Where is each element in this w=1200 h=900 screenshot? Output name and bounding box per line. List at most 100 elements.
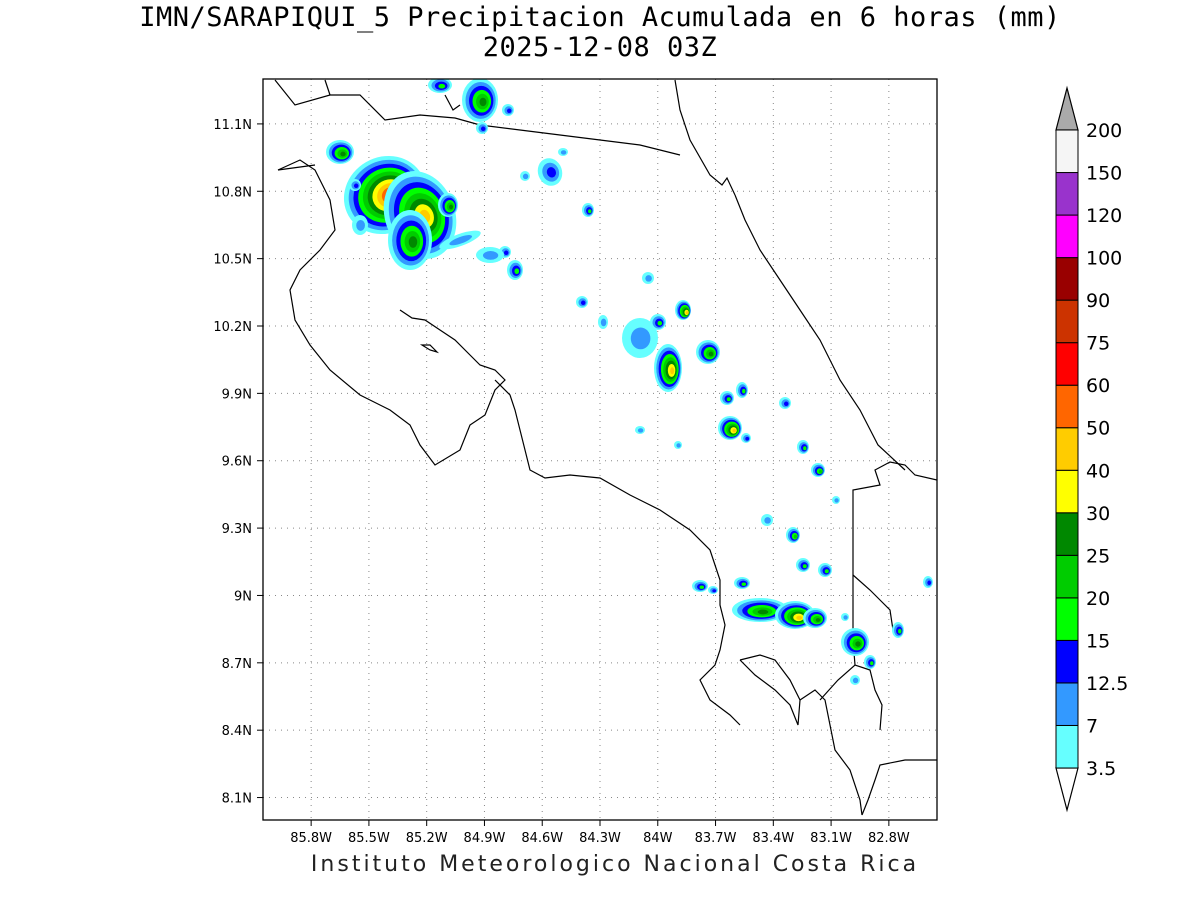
map-grid xyxy=(263,79,937,820)
precip-contour-level xyxy=(588,209,592,214)
colorbar-level-label: 100 xyxy=(1086,248,1122,270)
precip-contour-level xyxy=(803,446,807,451)
precip-contour-level xyxy=(855,641,861,647)
precip-contour-level xyxy=(340,151,346,157)
lon-tick-label: 84.9W xyxy=(464,831,506,846)
colorbar-segment xyxy=(1055,682,1079,726)
lat-tick-label: 8.7N xyxy=(222,657,252,672)
precip-contour-level xyxy=(685,311,689,315)
precip-contour-level xyxy=(479,97,487,107)
precip-contour-level xyxy=(630,327,651,350)
precip-contour-level xyxy=(726,397,731,402)
footer-credit: Instituto Meteorologico Nacional Costa R… xyxy=(310,852,920,877)
lon-tick-label: 83.1W xyxy=(810,831,852,846)
lat-tick-label: 9.6N xyxy=(222,455,252,470)
precip-contour-level xyxy=(815,618,821,622)
colorbar-level-label: 200 xyxy=(1086,120,1122,142)
precip-contour-level xyxy=(522,173,529,180)
colorbar-segment xyxy=(1055,172,1079,216)
lon-tick-label: 84W xyxy=(643,831,673,846)
lon-tick-label: 85.5W xyxy=(348,831,390,846)
precip-contour-level xyxy=(645,275,652,282)
colorbar-segment xyxy=(1055,214,1079,259)
colorbar-level-label: 60 xyxy=(1086,375,1110,397)
precip-contour-level xyxy=(482,251,499,260)
colorbar-overflow-arrow xyxy=(1055,85,1079,131)
precip-contour-level xyxy=(843,615,848,620)
colorbar-level-label: 50 xyxy=(1086,418,1110,440)
lat-tick-label: 10.5N xyxy=(213,253,252,268)
lon-tick-label: 84.6W xyxy=(521,831,563,846)
colorbar-segment xyxy=(1055,384,1079,429)
precip-contour-level xyxy=(699,585,705,589)
lat-tick-label: 9N xyxy=(234,589,252,604)
colorbar-segment xyxy=(1055,597,1079,641)
precip-contour-level xyxy=(514,268,520,275)
precip-contour-level xyxy=(506,108,512,114)
lat-tick-label: 10.2N xyxy=(213,320,252,335)
colorbar-segment xyxy=(1055,427,1079,471)
precip-contour-level xyxy=(745,436,750,441)
precip-contour-level xyxy=(353,183,359,189)
precip-contour-level xyxy=(657,320,663,326)
precip-contour-level xyxy=(546,167,556,178)
precipitation-field xyxy=(326,79,933,685)
colorbar-segment xyxy=(1055,639,1079,684)
colorbar-level-label: 20 xyxy=(1086,588,1110,610)
colorbar-level-label: 7 xyxy=(1086,715,1098,737)
colorbar-segment xyxy=(1055,299,1079,344)
precip-contour-level xyxy=(757,609,769,615)
colorbar-segment xyxy=(1055,342,1079,386)
precip-contour-level xyxy=(796,615,803,620)
precip-contour-level xyxy=(852,677,859,684)
precip-contour-level xyxy=(742,388,746,394)
precip-contour-level xyxy=(356,219,365,231)
lat-tick-label: 11.1N xyxy=(213,118,252,133)
colorbar-segment xyxy=(1055,469,1079,514)
precip-contour-level xyxy=(637,428,644,433)
colorbar-level-label: 40 xyxy=(1086,460,1110,482)
precip-contour-level xyxy=(834,498,839,503)
colorbar-segment xyxy=(1055,554,1079,599)
precip-contour-level xyxy=(802,564,807,569)
precip-contour-level xyxy=(600,318,607,327)
longitude-axis: 85.8W 85.5W 85.2W 84.9W 84.6W 84.3W 84W 83.7W 83… xyxy=(290,820,910,846)
lon-tick-label: 83.4W xyxy=(752,831,794,846)
precip-contour-level xyxy=(824,569,829,574)
colorbar-level-label: 30 xyxy=(1086,503,1110,525)
precip-contour-level xyxy=(480,126,486,132)
precip-contour-level xyxy=(793,534,798,539)
colorbar-level-label: 120 xyxy=(1086,205,1122,227)
precip-contour-level xyxy=(676,443,681,448)
lon-tick-label: 85.2W xyxy=(406,831,448,846)
precip-contour-level xyxy=(560,150,567,155)
latitude-axis: 11.1N 10.8N 10.5N 10.2N 9.9N 9.6N 9.3N 9N 8.7N 8.… xyxy=(213,118,263,807)
map-title: IMN/SARAPIQUI_5 Precipitacion Acumulada … xyxy=(139,2,1061,33)
colorbar-legend: 3.5 7 12.5 15 20 25 30 40 50 60 75 90 100 120 150 200 xyxy=(1055,85,1128,813)
colorbar-segment xyxy=(1055,257,1079,301)
colorbar-underflow-arrow xyxy=(1055,767,1079,813)
precip-contour-level xyxy=(670,367,675,375)
precip-contour-level xyxy=(449,204,453,210)
lat-tick-label: 8.4N xyxy=(222,724,252,739)
lat-tick-label: 8.1N xyxy=(222,792,252,807)
precip-contour-level xyxy=(732,429,736,433)
colorbar-level-label: 12.5 xyxy=(1086,673,1128,695)
colorbar-segment xyxy=(1055,512,1079,556)
lat-tick-label: 9.3N xyxy=(222,522,252,537)
colorbar-segment xyxy=(1055,724,1079,769)
colorbar-level-label: 15 xyxy=(1086,630,1110,652)
colorbar-level-label: 75 xyxy=(1086,333,1110,355)
colorbar-level-label: 150 xyxy=(1086,163,1122,185)
precip-contour-level xyxy=(408,236,418,248)
coastline xyxy=(274,79,937,816)
colorbar-level-label: 90 xyxy=(1086,290,1110,312)
lat-tick-label: 9.9N xyxy=(222,387,252,402)
precip-contour-level xyxy=(712,589,717,593)
lon-tick-label: 82.8W xyxy=(868,831,910,846)
lon-tick-label: 83.7W xyxy=(695,831,737,846)
colorbar-level-label: 25 xyxy=(1086,545,1110,567)
precip-contour-level xyxy=(927,580,932,586)
precip-contour-level xyxy=(708,351,714,357)
precip-contour-level xyxy=(870,661,874,666)
